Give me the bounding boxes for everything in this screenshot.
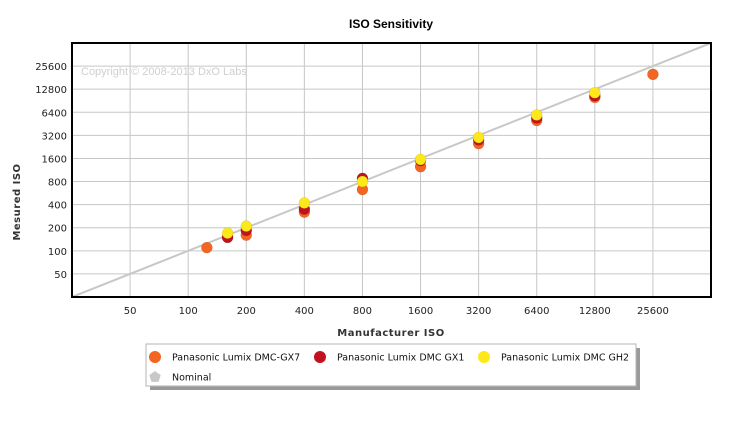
data-point-series-2 [589,86,601,99]
legend-marker [314,351,326,363]
x-tick-label: 3200 [466,306,491,317]
data-point-series-2 [530,109,543,121]
x-tick-label: 800 [353,306,372,317]
legend: Panasonic Lumix DMC-GX7 Panasonic Lumix D… [145,343,640,390]
y-tick-label: 1600 [42,154,67,165]
data-point-series-0 [647,68,659,81]
data-point-series-2 [414,153,427,166]
y-tick-label: 800 [48,178,67,189]
x-tick-label: 6400 [524,306,549,317]
y-tick-label: 50 [54,270,67,281]
y-axis-label: Mesured ISO [12,163,23,240]
x-tick-label: 400 [295,306,314,317]
y-tick-label: 400 [48,201,67,212]
data-point-series-2 [472,131,485,144]
data-point-series-2 [298,197,311,209]
data-point-series-0 [201,241,213,254]
x-axis-label: Manufacturer ISO [337,328,444,339]
y-tick-label: 100 [48,247,67,258]
x-tick-label: 25600 [637,306,669,317]
legend-label: Panasonic Lumix DMC-GX7 [172,353,300,364]
data-point-series-2 [356,175,369,188]
legend-marker [149,351,161,363]
plot-frame [71,42,712,298]
legend-marker [478,351,490,363]
legend-label: Nominal [172,373,211,384]
y-tick-label: 6400 [42,108,67,119]
x-tick-label: 50 [124,306,137,317]
legend-box [145,343,637,387]
x-tick-label: 200 [237,306,256,317]
y-tick-label: 25600 [35,62,67,73]
data-point-series-2 [240,220,253,232]
nominal-line [72,43,711,297]
y-tick-label: 200 [48,224,67,235]
x-tick-label: 12800 [579,306,611,317]
y-tick-label: 3200 [42,131,67,142]
legend-marker-nominal [149,371,161,382]
legend-label: Panasonic Lumix DMC GX1 [337,353,464,364]
x-tick-label: 1600 [408,306,433,317]
copyright-watermark: Copyright © 2008-2013 DxO Labs [81,66,247,78]
x-tick-label: 100 [179,306,198,317]
legend-label: Panasonic Lumix DMC GH2 [501,353,629,364]
y-tick-label: 12800 [35,85,67,96]
chart-title: ISO Sensitivity [349,17,433,31]
data-point-series-2 [221,227,234,239]
plot-area: Copyright © 2008-2013 DxO Labs 50 100 200 40… [35,42,712,317]
